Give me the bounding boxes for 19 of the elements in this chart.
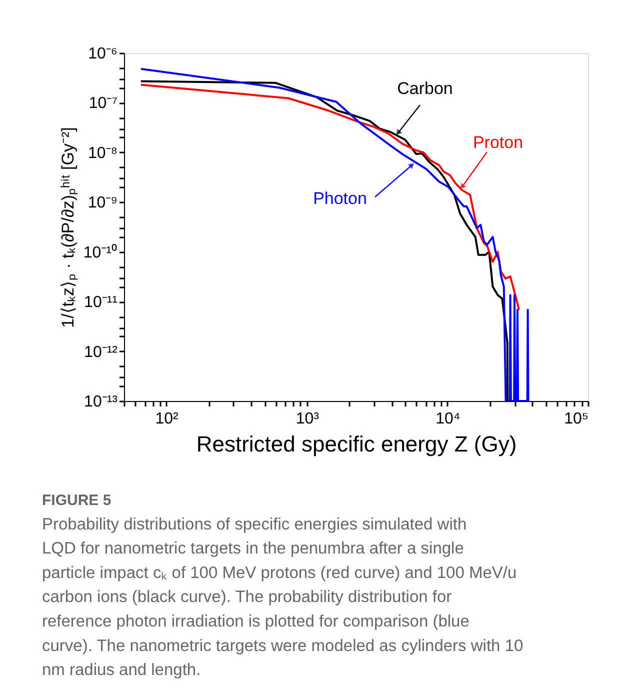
text: Probability distributions of specific energies simulated with LQD for nanometric targets in the penumbra after a single particle impact cₖ of 100 MeV protons (red curve) and 100 MeV/u carbon ions (black curve). The probability distribution for reference photon irradiation is plotted for comparison (blue curve). The nanometric targets were modeled as cylinders with 10 nm radius and length. [42,515,524,680]
y-tick-label: 10⁻¹¹ [84,294,118,312]
y-tick-label: 10⁻¹² [84,344,118,361]
y-tick-label: 10⁻⁸ [88,144,118,162]
series-label: Proton [472,133,524,152]
y-tick-label: 10⁻⁶ [88,46,118,62]
y-tick-label: 10⁻⁷ [88,95,118,112]
y-tick-label: 10⁻⁹ [88,194,118,212]
text: Photon [313,189,367,208]
y-tick-label: 10⁻¹⁰ [83,243,118,262]
y-tick-label: 10⁻¹³ [84,394,118,410]
x-axis-title: Restricted specific energy Z (Gy) [196,432,517,456]
text: Carbon [397,79,453,98]
caption: FIGURE 5 [42,492,112,509]
x-tick-label: 10⁵ [564,410,588,428]
x-tick-label: 10³ [296,410,320,428]
x-tick-label: 10⁴ [436,410,460,428]
y-axis-title: 1/⟨tₖz⟩ₚ · tₖ(∂P/∂z)ₚʰⁱᵗ [Gy⁻²] [58,127,78,328]
x-tick-label: 10² [155,410,180,428]
